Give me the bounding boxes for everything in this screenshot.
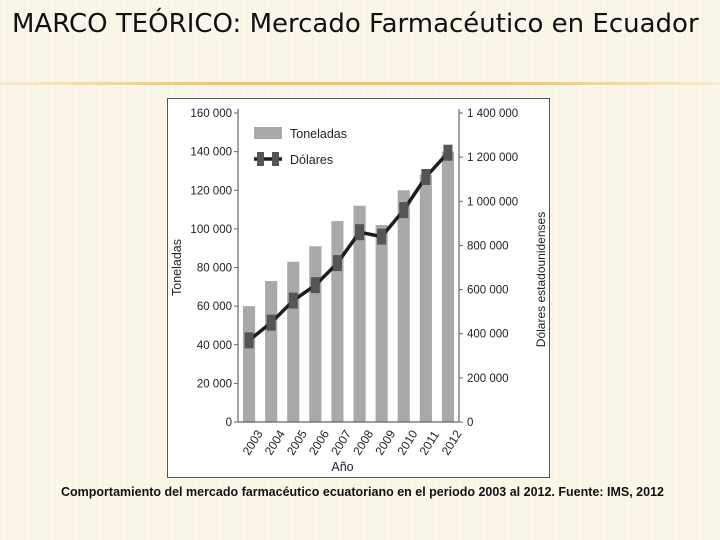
legend-swatch-marker — [272, 152, 279, 166]
legend-swatch-marker — [257, 152, 264, 166]
line-marker-2009 — [377, 228, 387, 245]
legend-swatch-toneladas — [254, 127, 282, 139]
line-marker-2010 — [399, 202, 409, 219]
x-tick-label: 2003 — [240, 427, 266, 457]
figure-caption: Comportamiento del mercado farmacéutico … — [61, 485, 664, 499]
bar-2003 — [242, 306, 256, 422]
bar-2009 — [375, 225, 388, 422]
y-tick-label: 0 — [226, 417, 232, 429]
y2-tick-label: 200 000 — [467, 373, 509, 385]
line-marker-2007 — [332, 255, 342, 272]
line-marker-2008 — [355, 224, 365, 241]
line-marker-2005 — [288, 292, 298, 309]
y2-tick-label: 400 000 — [467, 329, 509, 341]
y-tick-label: 20 000 — [197, 378, 232, 390]
y2-axis-title: Dólares estadounidenses — [534, 212, 548, 347]
chart-figure: 0 20 000 40 000 60 000 80 000 100 000 120 000 1… — [167, 98, 550, 478]
bar-2006 — [309, 246, 322, 422]
y-tick-label: 40 000 — [197, 340, 232, 352]
chart-svg: 0 20 000 40 000 60 000 80 000 100 000 120 000 1… — [170, 108, 548, 474]
line-marker-2011 — [421, 169, 431, 186]
bar-2011 — [419, 174, 432, 422]
x-axis-title: Año — [331, 460, 353, 474]
bar-2004 — [265, 281, 278, 422]
x-tick-label: 2007 — [328, 427, 354, 457]
x-tick-label: 2009 — [372, 427, 398, 457]
legend-label-toneladas: Toneladas — [290, 127, 347, 141]
bar-2005 — [287, 261, 300, 422]
legend-label-dolares: Dólares — [290, 153, 333, 167]
bar-2012 — [441, 151, 455, 422]
slide-title: MARCO TEÓRICO: Mercado Farmacéutico en E… — [12, 9, 699, 39]
y2-tick-label: 1 200 000 — [467, 152, 518, 164]
bar-2008 — [353, 205, 366, 422]
y-axis-title: Toneladas — [170, 239, 184, 296]
y-tick-label: 100 000 — [190, 224, 232, 236]
x-tick-label: 2004 — [262, 427, 288, 457]
y2-tick-label: 600 000 — [467, 285, 509, 297]
x-tick-label: 2005 — [284, 427, 310, 457]
y2-tick-label: 1 400 000 — [467, 108, 518, 120]
line-marker-2012 — [443, 144, 453, 161]
line-marker-2004 — [266, 314, 276, 331]
x-tick-label: 2010 — [394, 427, 420, 457]
y-tick-label: 60 000 — [197, 301, 232, 313]
title-divider — [0, 82, 720, 85]
y2-tick-label: 1 000 000 — [467, 196, 518, 208]
x-tick-label: 2008 — [350, 427, 376, 457]
y-tick-label: 80 000 — [197, 263, 232, 275]
x-tick-label: 2006 — [306, 427, 332, 457]
x-tick-label: 2012 — [439, 427, 465, 457]
bar-2010 — [397, 190, 410, 422]
y-tick-label: 120 000 — [190, 185, 232, 197]
y-tick-label: 140 000 — [190, 147, 232, 159]
y2-tick-label: 0 — [467, 417, 473, 429]
bar-2007 — [331, 221, 344, 422]
y-tick-label: 160 000 — [190, 108, 232, 120]
line-marker-2006 — [310, 277, 320, 294]
line-dolares — [247, 151, 450, 342]
line-marker-2003 — [244, 332, 254, 349]
x-tick-label: 2011 — [417, 428, 443, 458]
y2-tick-label: 800 000 — [467, 240, 509, 252]
